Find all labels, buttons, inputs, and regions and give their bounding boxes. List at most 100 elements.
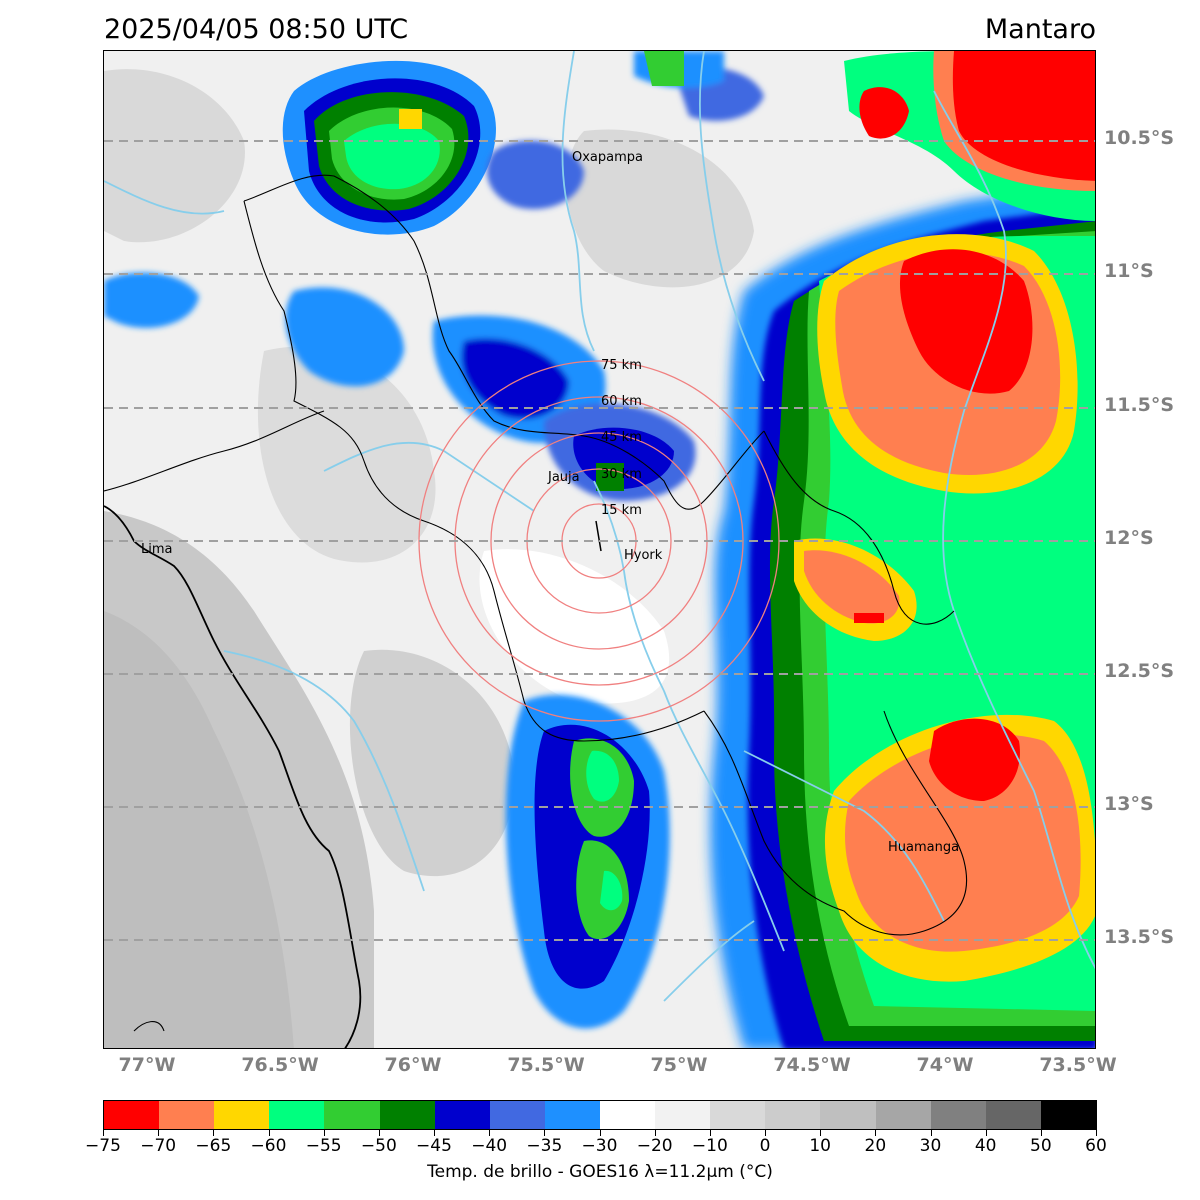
lat-label: 13°S — [1104, 793, 1154, 815]
colorbar-tick-label: −40 — [471, 1136, 508, 1156]
colorbar-tick-label: −20 — [636, 1136, 673, 1156]
colorbar-segment — [655, 1101, 711, 1129]
colorbar-tick-label: 50 — [1030, 1136, 1052, 1156]
colorbar-tick — [875, 1130, 877, 1136]
place-huamanga: Huamanga — [888, 840, 959, 855]
colorbar-tick — [213, 1130, 215, 1136]
lon-label: 75.5°W — [507, 1054, 585, 1076]
colorbar-tick — [378, 1130, 380, 1136]
colorbar-tick — [434, 1130, 435, 1136]
cloud-central — [544, 403, 696, 501]
lon-label: 77°W — [118, 1054, 176, 1076]
rivers — [104, 51, 1095, 1002]
coastline — [104, 505, 362, 1048]
region-title: Mantaro — [984, 14, 1096, 45]
colorbar-tick — [268, 1130, 270, 1136]
colorbar-tick-label: −50 — [360, 1136, 397, 1156]
colorbar-segment — [269, 1101, 325, 1129]
ring-label-15: 15 km — [601, 503, 642, 518]
colorbar-tick — [709, 1130, 711, 1136]
colorbar-segment — [875, 1101, 931, 1129]
colorbar-segment — [820, 1101, 876, 1129]
colorbar-tick-label: −35 — [526, 1136, 563, 1156]
colorbar-tick-label: 30 — [919, 1136, 942, 1156]
place-lima: Lima — [141, 542, 172, 557]
colorbar-tick — [765, 1130, 766, 1136]
colorbar-tick — [158, 1130, 160, 1136]
white-patch — [479, 549, 670, 704]
colorbar-tick — [820, 1130, 822, 1136]
colorbar-tick — [1040, 1130, 1042, 1136]
place-hyork: Hyork — [624, 548, 663, 563]
colorbar-segment — [324, 1101, 380, 1129]
colorbar-tick — [489, 1130, 491, 1136]
grey-patch — [349, 649, 515, 877]
colorbar-tick-label: 10 — [809, 1136, 831, 1156]
colorbar-tick-label: −30 — [581, 1136, 618, 1156]
colorbar-tick — [544, 1130, 546, 1136]
colorbar-segment — [214, 1101, 270, 1129]
datetime-title: 2025/04/05 08:50 UTC — [104, 14, 409, 45]
satellite-map[interactable]: 15 km 30 km 45 km 60 km 75 km Oxapampa J… — [103, 50, 1096, 1049]
lat-label: 12.5°S — [1104, 660, 1175, 682]
colorbar-segment — [599, 1101, 656, 1129]
lon-label: 73.5°W — [1039, 1054, 1117, 1076]
grey-patch — [257, 346, 436, 563]
boundaries — [104, 174, 968, 1032]
grey-patch — [566, 129, 754, 288]
lon-label: 75°W — [650, 1054, 708, 1076]
colorbar-tick-label: 40 — [974, 1136, 997, 1156]
colorbar-segment — [379, 1101, 435, 1129]
colorbar-tick — [599, 1130, 601, 1136]
grey-patch — [104, 69, 245, 243]
colorbar-segment — [985, 1101, 1041, 1129]
cloud-east-system — [710, 181, 1095, 1048]
radar-marker — [595, 520, 602, 552]
ring-label-75: 75 km — [601, 358, 642, 373]
colorbar-segment — [765, 1101, 821, 1129]
map-canvas: 15 km 30 km 45 km 60 km 75 km Oxapampa J… — [104, 51, 1095, 1048]
colorbar-tick-label: 0 — [759, 1136, 771, 1156]
colorbar-tick — [323, 1130, 325, 1136]
colorbar-tick — [654, 1130, 656, 1136]
place-jauja: Jauja — [547, 470, 580, 485]
lat-label: 13.5°S — [1104, 926, 1175, 948]
colorbar-segment — [544, 1101, 600, 1129]
place-oxapampa: Oxapampa — [572, 150, 643, 165]
colorbar-segment — [104, 1101, 160, 1129]
lat-label: 11.5°S — [1104, 394, 1175, 416]
colorbar-segment — [1040, 1101, 1096, 1129]
colorbar-tick — [103, 1130, 104, 1136]
colorbar-tick-label: −45 — [416, 1136, 452, 1156]
cloud-south-central — [505, 694, 670, 1029]
colorbar-tick-label: −65 — [195, 1136, 232, 1156]
colorbar-segment — [159, 1101, 215, 1129]
cloud-northeast — [644, 51, 1095, 221]
ring-label-30: 30 km — [601, 467, 642, 482]
lon-label: 74°W — [916, 1054, 974, 1076]
colorbar-segment — [710, 1101, 766, 1129]
colorbar-tick — [1096, 1130, 1097, 1136]
ocean-zone — [104, 611, 294, 1048]
colorbar-segment — [434, 1101, 490, 1129]
ring-label-60: 60 km — [601, 394, 642, 409]
colorbar-tick-label: −55 — [305, 1136, 342, 1156]
colorbar-tick-label: −70 — [140, 1136, 177, 1156]
colorbar-tick-label: −10 — [691, 1136, 728, 1156]
ring-label-45: 45 km — [601, 430, 642, 445]
colorbar-title: Temp. de brillo - GOES16 λ=11.2μm (°C) — [427, 1162, 773, 1182]
colorbar-tick — [930, 1130, 932, 1136]
colorbar — [103, 1100, 1097, 1130]
lon-label: 74.5°W — [773, 1054, 851, 1076]
colorbar-segment — [489, 1101, 545, 1129]
colorbar-tick-label: −75 — [85, 1136, 121, 1156]
colorbar-tick-label: −60 — [250, 1136, 287, 1156]
lat-label: 10.5°S — [1104, 127, 1175, 149]
lon-label: 76°W — [384, 1054, 442, 1076]
colorbar-tick-label: 20 — [864, 1136, 887, 1156]
cloud-northwest — [282, 60, 496, 235]
colorbar-tick-label: 60 — [1085, 1136, 1107, 1156]
lat-label: 11°S — [1104, 260, 1154, 282]
lat-gridlines — [104, 140, 1095, 941]
colorbar-segment — [930, 1101, 986, 1129]
